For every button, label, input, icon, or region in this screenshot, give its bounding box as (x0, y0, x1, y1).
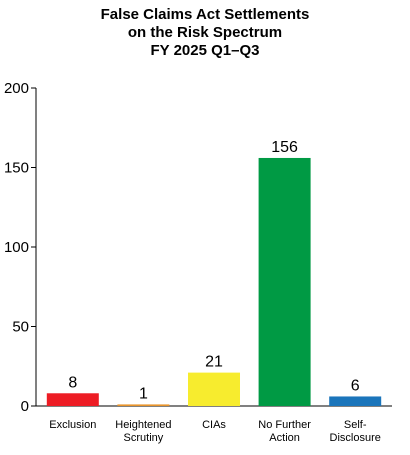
category-label: CIAs (202, 419, 226, 431)
y-tick-label: 0 (21, 398, 29, 415)
category-label: No Further (258, 419, 311, 431)
data-label: 6 (351, 377, 360, 394)
category-label: Heightened (115, 419, 171, 431)
bar (258, 157, 311, 406)
y-tick-label: 100 (4, 239, 29, 256)
bar (329, 396, 382, 406)
y-tick-label: 200 (4, 80, 29, 97)
data-label: 8 (68, 374, 77, 391)
chart-title-line-3: FY 2025 Q1–Q3 (151, 42, 260, 59)
data-label: 1 (139, 385, 148, 402)
y-tick-label: 150 (4, 160, 29, 177)
chart-title-line-1: False Claims Act Settlements (101, 6, 310, 23)
bars (46, 157, 382, 406)
category-label: Action (269, 432, 300, 444)
y-tick-label: 50 (12, 319, 29, 336)
bar (46, 393, 99, 406)
data-label: 21 (205, 354, 223, 371)
bar (117, 404, 170, 406)
category-label: Scrutiny (124, 432, 164, 444)
category-label: Exclusion (49, 419, 96, 431)
axes: 0 50 100 150 200 (4, 80, 392, 415)
category-label: Self- (344, 419, 367, 431)
data-label: 156 (271, 139, 298, 156)
chart-title: False Claims Act Settlements on the Risk… (101, 6, 310, 59)
bar (188, 372, 240, 406)
chart-title-line-2: on the Risk Spectrum (128, 24, 282, 41)
category-label: Disclosure (330, 432, 381, 444)
